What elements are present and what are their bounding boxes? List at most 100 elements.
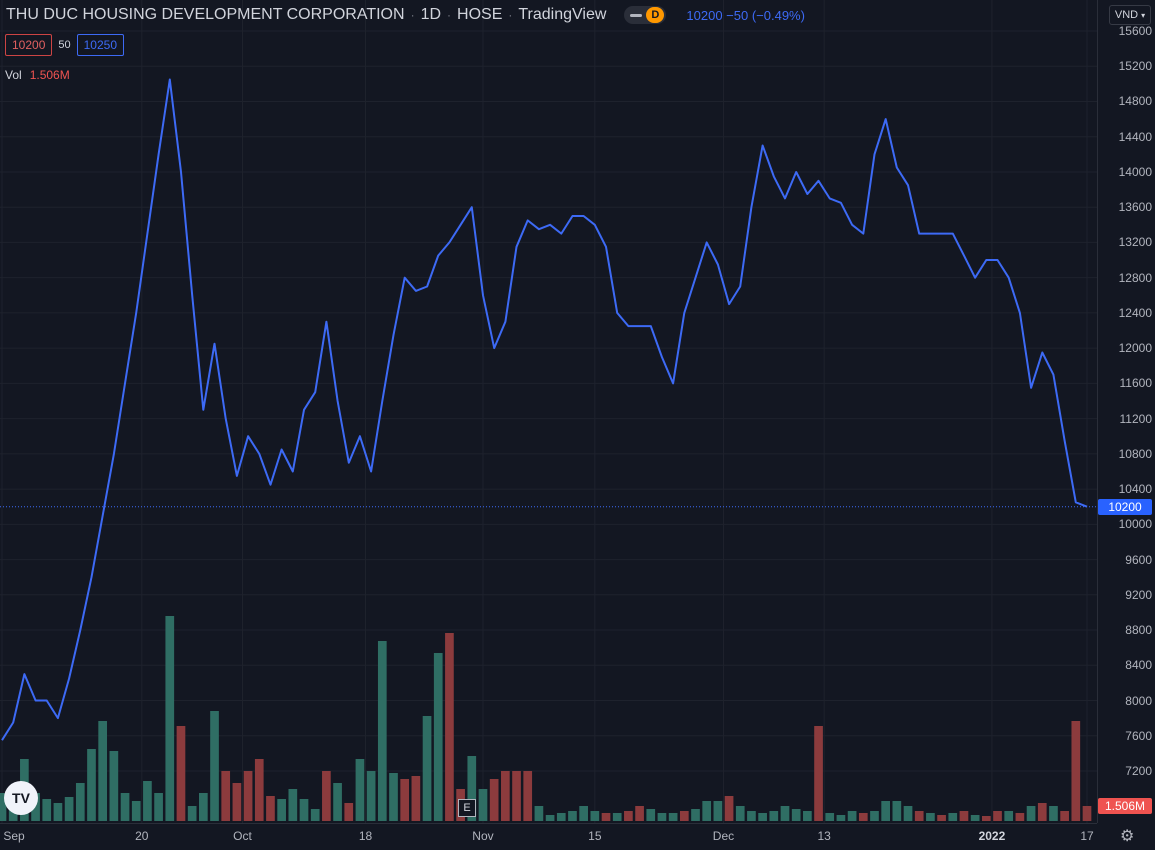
price-tick-label: 15200 [1118, 59, 1152, 74]
volume-bar [1026, 806, 1036, 821]
price-tick-label: 15600 [1118, 24, 1152, 38]
volume-bar [993, 811, 1002, 821]
volume-bar [1082, 806, 1092, 821]
volume-bar [914, 811, 924, 821]
volume-bar [791, 809, 801, 821]
volume-bar [42, 799, 52, 821]
time-axis[interactable]: Sep 20 Oct 18 Nov 15 Dec 13 2022 17 [0, 823, 1097, 850]
price-series-line[interactable] [1, 78, 1088, 741]
volume-bar [590, 811, 600, 821]
price-tick-label: 7200 [1125, 764, 1152, 778]
volume-bar [612, 813, 622, 821]
price-tick-label: 14800 [1118, 94, 1152, 109]
volume-bar [489, 779, 499, 821]
volume-bar [221, 771, 231, 821]
mode-badge: D [646, 7, 665, 23]
volume-bar [881, 801, 891, 821]
volume-bar [98, 721, 108, 821]
volume-bar [1004, 811, 1014, 821]
price-tick-label: 8000 [1125, 693, 1152, 708]
volume-bar [534, 806, 544, 821]
price-chart[interactable] [0, 0, 1097, 823]
volume-bar [501, 771, 510, 821]
time-tick-label: 17 [1080, 829, 1094, 843]
volume-bar [870, 811, 879, 821]
market-status-toggle[interactable]: D [624, 6, 667, 24]
volume-bar [389, 773, 398, 821]
volume-bar [377, 641, 387, 821]
volume-bar [724, 796, 734, 821]
volume-bar [523, 771, 533, 821]
chart-header: THU DUC HOUSING DEVELOPMENT CORPORATION … [6, 5, 805, 25]
price-tick-label: 14000 [1118, 164, 1152, 179]
volume-bar [210, 711, 219, 821]
volume-bar [657, 813, 667, 821]
volume-bar [422, 716, 432, 821]
volume-bar [1049, 806, 1058, 821]
time-tick-label: 20 [135, 829, 149, 843]
ma-length: 50 [58, 39, 71, 51]
time-tick-label: Oct [233, 829, 252, 843]
volume-bar [198, 793, 208, 821]
volume-bar [277, 799, 286, 821]
volume-bar [433, 653, 443, 821]
price-tick-label: 10000 [1118, 517, 1152, 532]
volume-bar [758, 813, 767, 821]
price-tick-label: 10400 [1118, 482, 1152, 497]
volume-bar [601, 813, 611, 821]
volume-bar [355, 759, 365, 821]
separator-dot: · [508, 8, 513, 22]
chart-area[interactable] [0, 0, 1097, 823]
volume-bar [411, 776, 421, 821]
tradingview-logo-icon[interactable]: TV [4, 781, 38, 815]
volume-bar [981, 816, 991, 821]
volume-bar [937, 815, 946, 821]
volume-bar [903, 806, 913, 821]
volume-bar [154, 793, 163, 821]
price-tick-label: 14400 [1118, 129, 1152, 144]
volume-bar [400, 779, 410, 821]
indicator-legend: 10200 50 10250 [5, 34, 124, 56]
volume-bar [926, 813, 935, 821]
time-tick-label: 2022 [978, 829, 1006, 843]
volume-bar [1060, 811, 1069, 821]
volume-bar [445, 633, 454, 821]
volume-bar [53, 803, 63, 821]
interval-label[interactable]: 1D [420, 6, 442, 23]
volume-bar [478, 789, 488, 821]
volume-bar [64, 797, 74, 821]
earnings-marker[interactable]: E [458, 799, 476, 817]
volume-bar [568, 811, 577, 821]
volume-bar [847, 811, 857, 821]
volume-bar [344, 803, 354, 821]
volume-bar [232, 783, 242, 821]
volume-bar [366, 771, 376, 821]
volume-bar [1015, 813, 1025, 821]
price-tick-label: 8400 [1125, 658, 1152, 673]
price-axis[interactable]: 15600 15200 14800 14400 14000 13600 13200 12800… [1097, 0, 1155, 823]
price-tick-label: 8800 [1125, 623, 1152, 638]
volume-bar [713, 801, 723, 821]
volume-legend: Vol 1.506M [5, 68, 70, 82]
currency-select[interactable]: VND ▾ [1109, 5, 1151, 25]
volume-bar [512, 771, 521, 821]
price-tick-label: 12000 [1118, 341, 1152, 356]
volume-bar [825, 813, 835, 821]
volume-bar [31, 793, 40, 821]
price-tick-label: 11200 [1119, 411, 1152, 426]
settings-gear-icon[interactable]: ⚙ [1120, 828, 1135, 845]
volume-bar [467, 756, 477, 821]
time-tick-label: 18 [358, 829, 373, 843]
volume-bar [646, 809, 656, 821]
volume-bar [333, 783, 342, 821]
price-tick-label: 11600 [1119, 376, 1152, 391]
volume-bar [747, 811, 756, 821]
vol-value: 1.506M [29, 68, 70, 82]
volume-bar [892, 801, 902, 821]
volume-bar [75, 783, 85, 821]
symbol-title[interactable]: THU DUC HOUSING DEVELOPMENT CORPORATION [6, 6, 405, 23]
volume-bar [836, 815, 846, 821]
source-label: TradingView [518, 6, 607, 23]
volume-bar [556, 813, 566, 821]
last-price-tag: 10200 [1098, 498, 1152, 515]
